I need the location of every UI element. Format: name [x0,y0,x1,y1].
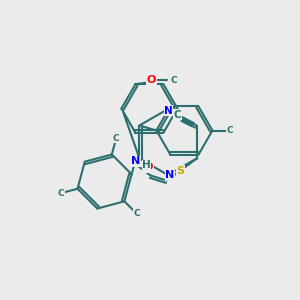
Text: N: N [131,157,140,166]
Text: C: C [226,126,233,135]
Text: O: O [147,75,156,85]
Text: C: C [58,189,64,198]
Text: C: C [133,209,140,218]
Text: C: C [174,110,182,119]
Text: N: N [164,106,173,116]
Text: H: H [142,160,151,170]
Text: N: N [165,170,175,180]
Text: O: O [144,163,153,172]
Text: S: S [177,166,184,176]
Text: C: C [113,134,119,142]
Text: C: C [170,76,177,85]
